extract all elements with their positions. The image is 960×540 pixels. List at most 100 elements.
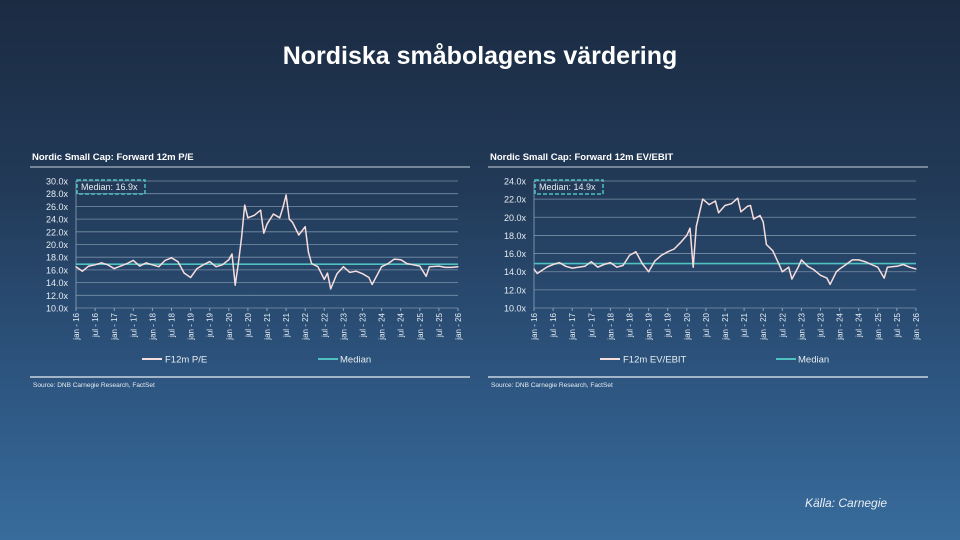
data-point bbox=[533, 268, 535, 270]
data-point bbox=[272, 213, 274, 215]
data-point bbox=[641, 262, 643, 265]
x-tick-label: jan - 25 bbox=[874, 312, 883, 340]
x-tick-label: jul - 25 bbox=[893, 312, 902, 338]
data-point bbox=[635, 251, 637, 253]
data-point bbox=[393, 258, 395, 260]
data-point bbox=[342, 266, 344, 268]
data-point bbox=[151, 264, 153, 266]
data-point bbox=[228, 259, 230, 261]
x-tick-label: jul - 22 bbox=[778, 312, 787, 338]
data-point bbox=[419, 265, 421, 267]
data-point bbox=[724, 204, 726, 207]
x-tick-label: jul - 16 bbox=[91, 312, 100, 338]
slide-title: Nordiska småbolagens värdering bbox=[282, 42, 678, 70]
data-point bbox=[355, 270, 357, 272]
data-point bbox=[902, 263, 904, 266]
data-point bbox=[883, 277, 885, 279]
x-tick-label: jan - 17 bbox=[568, 312, 577, 340]
data-point bbox=[552, 263, 554, 266]
data-point bbox=[797, 266, 799, 268]
y-tick-label: 20.0x bbox=[504, 213, 527, 223]
x-tick-label: jan - 26 bbox=[912, 312, 921, 340]
data-point bbox=[412, 264, 415, 266]
data-point bbox=[330, 288, 332, 290]
data-point bbox=[749, 204, 752, 207]
x-tick-label: jan - 19 bbox=[187, 312, 196, 340]
x-tick-label: jul - 25 bbox=[435, 312, 444, 338]
x-tick-label: jul - 21 bbox=[282, 312, 291, 338]
data-point bbox=[310, 262, 313, 265]
ev-ebit-chart: Nordic Small Cap: Forward 12m EV/EBIT 10.… bbox=[488, 145, 928, 390]
data-point bbox=[406, 262, 408, 265]
y-tick-label: 20.0x bbox=[46, 240, 69, 250]
data-point bbox=[686, 234, 688, 237]
y-tick-label: 12.0x bbox=[46, 291, 69, 301]
data-point bbox=[145, 262, 147, 264]
x-tick-label: jan - 21 bbox=[721, 312, 730, 340]
data-point bbox=[100, 262, 103, 264]
data-point bbox=[746, 205, 748, 207]
y-tick-label: 18.0x bbox=[504, 231, 527, 241]
data-point bbox=[247, 217, 249, 219]
x-tick-label: jan - 19 bbox=[645, 312, 654, 340]
y-tick-label: 28.0x bbox=[46, 189, 69, 199]
data-point bbox=[772, 250, 774, 252]
y-tick-label: 22.0x bbox=[504, 195, 527, 205]
data-point bbox=[260, 209, 262, 211]
data-point bbox=[170, 257, 173, 259]
data-point bbox=[244, 204, 246, 206]
data-point bbox=[546, 266, 548, 268]
data-point bbox=[781, 271, 783, 273]
data-point bbox=[202, 264, 204, 266]
data-point bbox=[915, 268, 917, 270]
x-tick-label: jan - 25 bbox=[416, 312, 425, 340]
y-tick-label: 12.0x bbox=[504, 285, 527, 295]
data-point bbox=[231, 253, 233, 255]
data-point bbox=[597, 266, 599, 268]
data-point bbox=[94, 264, 96, 266]
data-point bbox=[667, 251, 669, 253]
data-point bbox=[323, 278, 325, 281]
median-annotation: Median: 16.9x bbox=[81, 182, 138, 192]
x-tick-label: jul - 18 bbox=[168, 312, 177, 338]
x-tick-label: jan - 23 bbox=[339, 312, 348, 340]
data-point bbox=[126, 262, 128, 265]
data-point bbox=[558, 262, 561, 264]
data-point bbox=[209, 261, 211, 263]
data-point bbox=[536, 272, 538, 275]
data-point bbox=[444, 266, 446, 268]
y-tick-label: 16.0x bbox=[504, 249, 527, 259]
y-tick-label: 26.0x bbox=[46, 202, 69, 212]
data-point bbox=[791, 278, 793, 280]
data-point bbox=[285, 194, 287, 196]
x-tick-label: jan - 18 bbox=[606, 312, 615, 340]
data-point bbox=[81, 270, 83, 272]
data-point bbox=[361, 273, 364, 275]
data-point bbox=[845, 263, 847, 266]
x-tick-label: jul - 18 bbox=[626, 312, 635, 338]
pe-chart: Nordic Small Cap: Forward 12m P/E 10.0x 12… bbox=[30, 145, 470, 390]
x-tick-label: jul - 20 bbox=[702, 312, 711, 338]
y-tick-label: 16.0x bbox=[46, 265, 69, 275]
data-point bbox=[400, 259, 402, 261]
data-point bbox=[326, 272, 329, 274]
data-point bbox=[835, 271, 838, 273]
legend-label-median: Median bbox=[798, 355, 829, 366]
y-tick-label: 24.0x bbox=[504, 177, 527, 187]
x-tick-label: jul - 17 bbox=[129, 312, 138, 338]
data-point bbox=[368, 276, 370, 279]
data-point bbox=[660, 254, 662, 256]
data-point bbox=[177, 261, 179, 263]
median-annotation-box bbox=[76, 179, 146, 195]
data-point bbox=[438, 265, 440, 267]
data-point bbox=[826, 277, 828, 279]
data-point bbox=[714, 200, 717, 202]
x-tick-label: jul - 23 bbox=[817, 312, 826, 338]
y-tick-label: 24.0x bbox=[46, 215, 69, 225]
data-point bbox=[263, 232, 265, 234]
data-point bbox=[590, 261, 592, 263]
data-point bbox=[807, 265, 809, 267]
data-point bbox=[158, 266, 160, 268]
data-point bbox=[164, 259, 166, 261]
x-tick-label: jul - 21 bbox=[740, 312, 749, 338]
